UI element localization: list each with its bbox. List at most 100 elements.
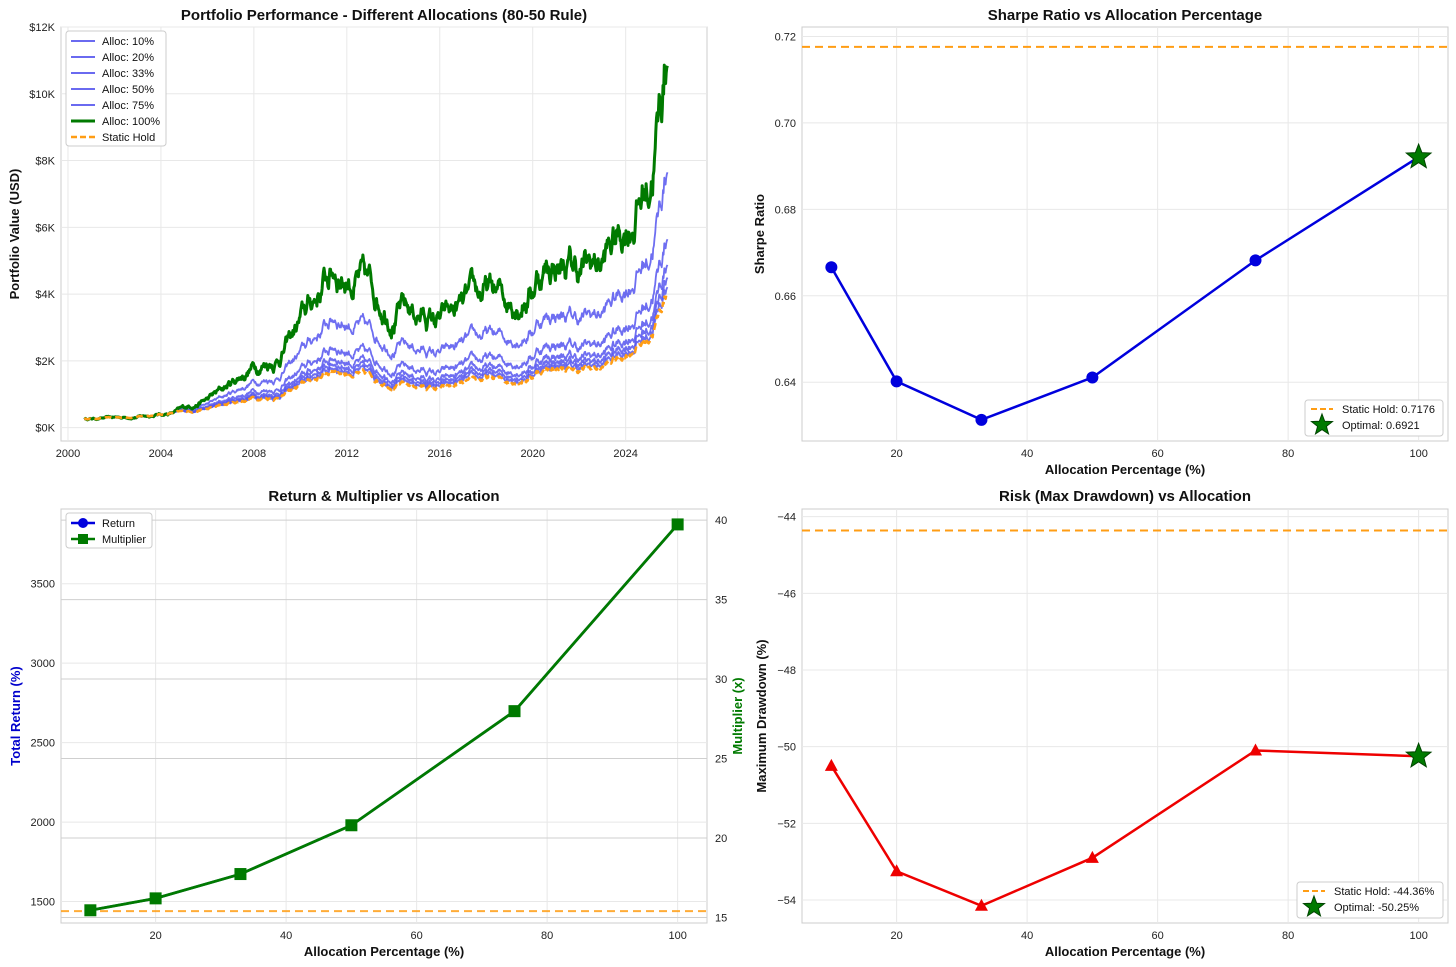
y-tick-label: $2K [35, 356, 55, 368]
performance-y-label: Portfolio Value (USD) [7, 169, 22, 300]
sharpe-y-label: Sharpe Ratio [752, 194, 767, 274]
sharpe-point [1086, 371, 1099, 384]
x-tick-label: 100 [1409, 930, 1427, 942]
right-tick-label: 20 [715, 833, 727, 845]
y-tick-label: 0.70 [775, 118, 796, 130]
legend-label: Alloc: 10% [102, 36, 154, 48]
y-tick-label: −44 [777, 512, 796, 524]
x-tick-label: 2020 [520, 448, 544, 460]
right-tick-label: 35 [715, 595, 727, 607]
x-tick-label: 2004 [149, 448, 173, 460]
legend-star-icon [1302, 894, 1326, 918]
y-tick-label: 0.64 [775, 377, 796, 389]
y-tick-label: −54 [777, 895, 796, 907]
right-tick-label: 40 [715, 515, 727, 527]
drawdown-legend: Static Hold: -44.36% Optimal: -50.25% [1296, 881, 1444, 919]
series-line-alloc-100- [83, 63, 669, 422]
multiplier-point [149, 892, 162, 905]
x-tick-label: 20 [890, 448, 902, 460]
x-tick-label: 2012 [335, 448, 359, 460]
legend-box [1296, 881, 1444, 919]
y-tick-label: $0K [35, 423, 55, 435]
x-tick-label: 40 [1021, 930, 1033, 942]
x-tick-label: 2008 [242, 448, 266, 460]
y-tick-label: 2000 [31, 817, 55, 829]
multiplier-point [671, 518, 684, 531]
optimal-star-marker [1404, 142, 1433, 169]
performance-series [83, 63, 669, 422]
drawdown-point [824, 758, 838, 771]
drawdown-chart: 20 40 60 80 100 −54 −52 −50 −48 −46 −44 Risk (Max… [754, 488, 1449, 959]
legend-box [65, 30, 167, 147]
y-tick-label: −48 [777, 665, 796, 677]
sharpe-x-label: Allocation Percentage (%) [1045, 462, 1205, 477]
performance-title: Portfolio Performance - Different Alloca… [181, 7, 587, 24]
y-tick-label: $10K [29, 89, 55, 101]
legend-label: Alloc: 20% [102, 52, 154, 64]
legend-box [1304, 399, 1444, 437]
y-tick-label: 3000 [31, 658, 55, 670]
y-tick-label: $8K [35, 156, 55, 168]
multiplier-line [90, 523, 679, 912]
multiplier-point [508, 705, 521, 718]
sharpe-chart: 20 40 60 80 100 0.64 0.66 0.68 0.70 0.72 Sharpe … [752, 7, 1449, 477]
multiplier-point [234, 868, 247, 881]
drawdown-y-label: Maximum Drawdown (%) [754, 639, 769, 792]
y-tick-label: 0.68 [775, 204, 796, 216]
return-y-ticks: 1500 2000 2500 3000 3500 [31, 579, 55, 909]
drawdown-point [974, 898, 988, 911]
legend-label: Multiplier [102, 534, 146, 546]
y-tick-label: −50 [777, 742, 796, 754]
performance-chart: 2000 2004 2008 2012 2016 2020 2024 $0K $2K $4K $6… [7, 7, 708, 460]
performance-legend: Alloc: 10% Alloc: 20% Alloc: 33% Alloc: 50%… [65, 30, 167, 147]
multiplier-point [345, 819, 358, 832]
y-tick-label: −52 [777, 818, 796, 830]
sharpe-point [890, 375, 903, 388]
y-tick-label: 1500 [31, 897, 55, 909]
legend-marker [78, 534, 88, 544]
performance-x-ticks: 2000 2004 2008 2012 2016 2020 2024 [56, 448, 638, 460]
drawdown-plot-area [801, 508, 1449, 924]
series-line-static-hold [83, 291, 669, 421]
x-tick-label: 80 [1282, 448, 1294, 460]
drawdown-point [1249, 743, 1263, 756]
multiplier-point [84, 904, 97, 917]
legend-label: Optimal: 0.6921 [1342, 420, 1420, 432]
x-tick-label: 80 [1282, 930, 1294, 942]
legend-label: Alloc: 100% [102, 116, 160, 128]
sharpe-point [1249, 254, 1262, 267]
sharpe-series [802, 45, 1448, 426]
right-tick-label: 30 [715, 674, 727, 686]
sharpe-line [830, 156, 1420, 422]
drawdown-title: Risk (Max Drawdown) vs Allocation [999, 488, 1251, 505]
sharpe-x-ticks: 20 40 60 80 100 [890, 448, 1427, 460]
return-y-label: Total Return (%) [8, 666, 23, 765]
sharpe-point [825, 261, 838, 274]
return-series [61, 518, 707, 917]
legend-label: Alloc: 33% [102, 68, 154, 80]
return-multiplier-chart: 20 40 60 80 100 1500 2000 2500 3000 3500 15 20 25 3… [8, 488, 745, 959]
drawdown-grid [802, 509, 1448, 923]
x-tick-label: 40 [280, 930, 292, 942]
y-tick-label: 2500 [31, 738, 55, 750]
y-tick-label: −46 [777, 588, 796, 600]
optimal-star-marker [1404, 741, 1433, 768]
x-tick-label: 100 [668, 930, 686, 942]
y-tick-label: 3500 [31, 579, 55, 591]
right-tick-label: 25 [715, 754, 727, 766]
sharpe-plot-area [801, 26, 1449, 442]
return-title: Return & Multiplier vs Allocation [268, 488, 499, 505]
legend-label: Static Hold [102, 132, 155, 144]
sharpe-title: Sharpe Ratio vs Allocation Percentage [988, 7, 1263, 24]
drawdown-x-label: Allocation Percentage (%) [1045, 944, 1205, 959]
return-grid [61, 509, 707, 923]
drawdown-point [890, 864, 904, 877]
y-tick-label: 0.66 [775, 291, 796, 303]
y-tick-label: $12K [29, 22, 55, 34]
legend-label: Alloc: 75% [102, 100, 154, 112]
legend-label: Static Hold: 0.7176 [1342, 404, 1435, 416]
x-tick-label: 100 [1409, 448, 1427, 460]
x-tick-label: 60 [1152, 930, 1164, 942]
x-tick-label: 2000 [56, 448, 80, 460]
